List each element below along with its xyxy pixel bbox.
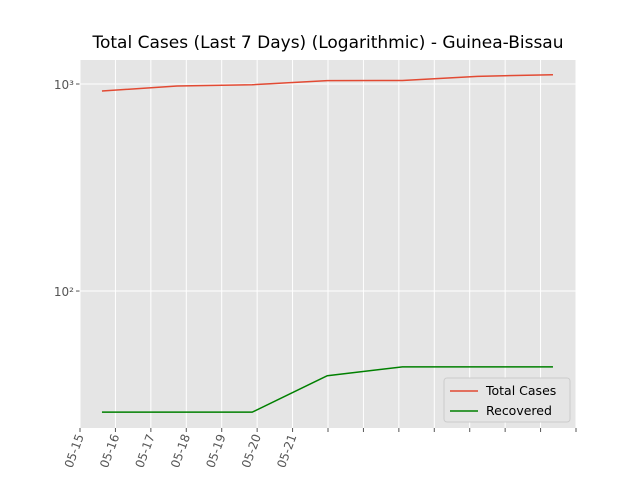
line [101, 366, 553, 413]
x-tick-label: 05-21 [274, 432, 299, 470]
x-tick-label: 05-16 [97, 432, 122, 470]
legend-label: Recovered [486, 403, 552, 418]
y-tick-label: 10² [54, 285, 74, 299]
legend-label: Total Cases [485, 383, 556, 398]
x-tick-label: 05-20 [239, 432, 264, 470]
x-tick-label: 05-17 [133, 432, 158, 470]
x-tick-label: 05-19 [203, 432, 228, 470]
x-tick-label: 05-18 [168, 432, 193, 470]
x-tick-label: 05-15 [62, 432, 87, 470]
y-tick-label: 10³ [54, 78, 74, 92]
chart-title: Total Cases (Last 7 Days) (Logarithmic) … [91, 33, 563, 53]
line [101, 73, 553, 92]
